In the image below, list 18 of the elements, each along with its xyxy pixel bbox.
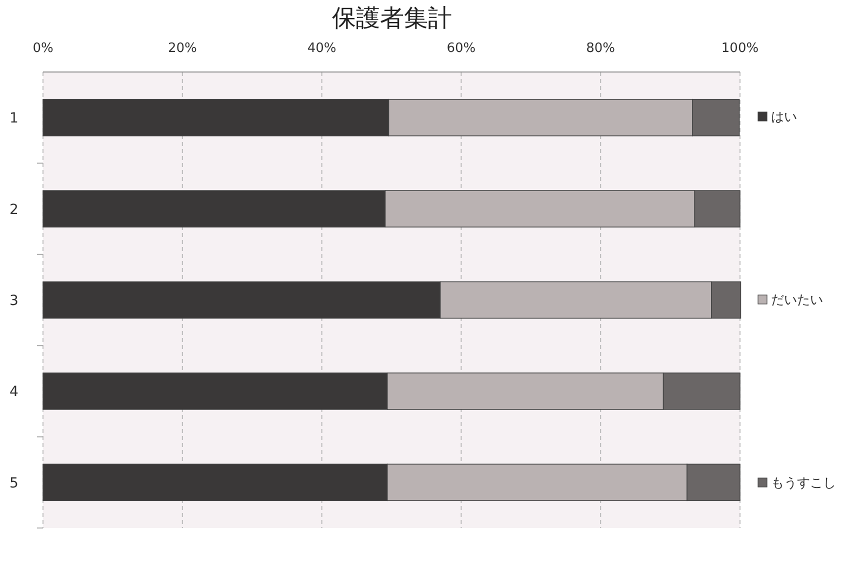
xtick: 40% (307, 41, 336, 56)
ytick: 1 (10, 110, 18, 127)
legend-label: もうすこし (771, 476, 836, 491)
ytick: 3 (10, 293, 18, 309)
ytick: 4 (10, 384, 18, 400)
xtick: 0% (32, 41, 54, 56)
legend-item: はい (758, 110, 797, 125)
legend-label: はい (771, 110, 797, 125)
legend-item: もうすこし (758, 476, 836, 491)
legend-item: だいたい (758, 293, 823, 308)
xtick: 80% (586, 41, 616, 56)
title: 保護者集計 (332, 4, 452, 32)
xtick: 60% (446, 41, 476, 56)
legend-label: だいたい (771, 293, 823, 308)
ytick: 2 (10, 202, 18, 218)
xtick: 100% (721, 41, 759, 56)
xtick: 20% (168, 41, 197, 56)
ytick: 5 (10, 475, 18, 492)
